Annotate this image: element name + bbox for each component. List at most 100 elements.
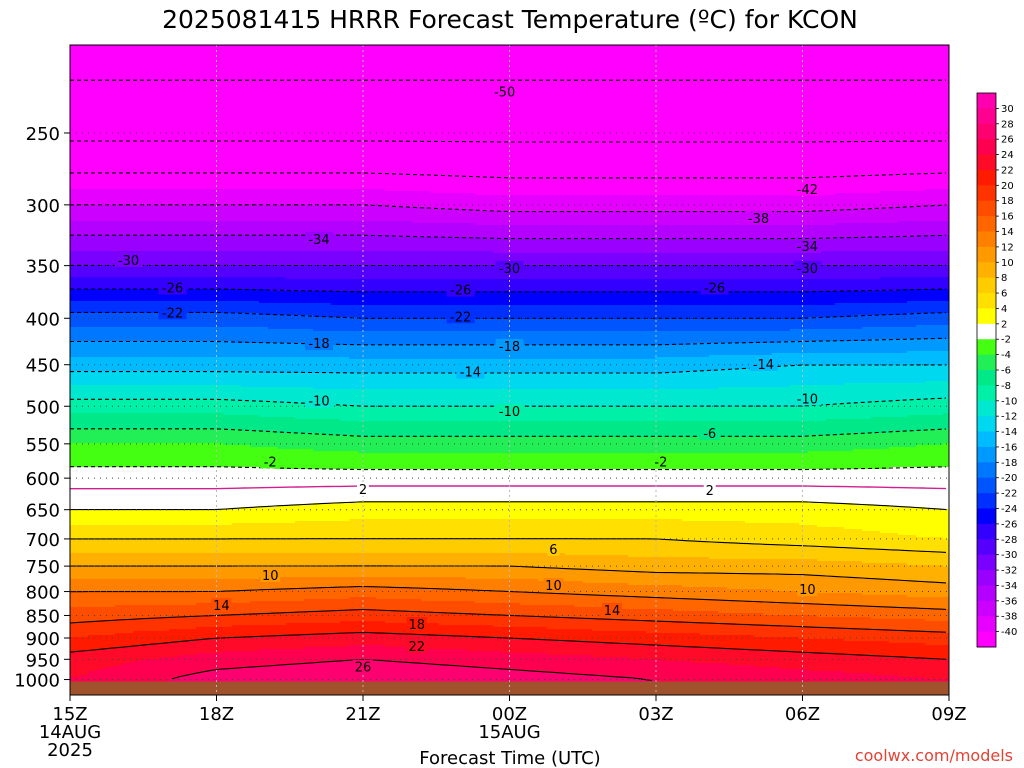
temperature-cell [916,597,926,610]
temperature-cell [682,371,692,390]
temperature-cell [817,291,827,306]
temperature-cell [790,291,800,306]
temperature-cell [349,539,359,554]
temperature-cell [781,501,791,524]
temperature-cell [259,625,269,638]
temperature-cell [682,305,692,320]
temperature-cell [862,563,872,580]
temperature-cell [385,501,395,520]
temperature-cell [169,443,179,468]
temperature-cell [268,373,278,388]
temperature-cell [115,341,125,358]
temperature-cell [232,509,242,524]
temperature-cell [718,319,728,332]
temperature-cell [808,559,818,576]
temperature-cell [322,405,332,420]
colorbar-label: -34 [1001,581,1017,592]
temperature-cell [430,623,440,636]
temperature-cell [196,277,206,290]
temperature-cell [520,331,530,346]
contour-label-bg [353,659,373,674]
temperature-cell [142,645,152,660]
temperature-cell [430,407,440,422]
temperature-cell [709,587,719,600]
temperature-cell [871,237,881,252]
temperature-cell [772,279,782,292]
contour-label: 14 [604,604,621,619]
temperature-cell [844,265,854,280]
temperature-cell [799,225,809,240]
temperature-cell [727,369,737,388]
temperature-cell [799,591,809,604]
temperature-cell [889,277,899,292]
temperature-cell [700,343,710,358]
temperature-cell [718,225,728,240]
temperature-cell [340,235,350,252]
temperature-cell [205,603,215,616]
temperature-cell [781,637,791,652]
temperature-cell [295,623,305,636]
temperature-cell [97,221,107,236]
temperature-cell [484,501,494,520]
temperature-cell [484,407,494,422]
temperature-cell [907,535,917,552]
temperature-cell [439,373,449,390]
temperature-cell [565,581,575,596]
temperature-cell [745,437,755,454]
temperature-cell [475,389,485,408]
colorbar-swatch [977,508,996,525]
temperature-cell [871,655,881,676]
temperature-cell [313,303,323,318]
temperature-cell [403,577,413,588]
temperature-cell [781,225,791,240]
temperature-cell [421,345,431,360]
temperature-cell [88,509,98,526]
temperature-cell [475,501,485,520]
temperature-cell [610,45,620,196]
temperature-cell [529,539,539,554]
colorbar-swatch [977,570,996,586]
temperature-cell [853,629,863,642]
temperature-cell [754,367,764,388]
temperature-cell [502,437,512,454]
temperature-cell [277,387,287,404]
temperature-cell [601,319,611,332]
temperature-cell [259,315,269,328]
freezing-layer [70,485,947,490]
temperature-cell [718,195,728,212]
colorbar-label: -14 [1001,427,1017,438]
temperature-cell [862,291,872,304]
temperature-cell [151,289,161,302]
temperature-cell [610,643,620,658]
temperature-cell [592,595,602,608]
temperature-cell [772,437,782,454]
temperature-cell [304,279,314,292]
temperature-cell [331,419,341,436]
temperature-cell [790,545,800,560]
colorbar-label: -26 [1001,519,1017,530]
temperature-cell [709,265,719,280]
temperature-cell [754,453,764,470]
temperature-cell [808,365,818,386]
temperature-cell [286,635,296,650]
temperature-cell [196,357,206,372]
temperature-cell [718,649,728,664]
temperature-cell [862,531,872,550]
temperature-cell [763,291,773,306]
temperature-cell [403,291,413,306]
temperature-cell [241,637,251,652]
temperature-cell [781,365,791,388]
temperature-cell [403,519,413,540]
temperature-cell [349,305,359,318]
temperature-cell [142,235,152,252]
temperature-cell [664,609,674,622]
temperature-cell [322,317,332,332]
temperature-cell [196,385,206,400]
temperature-cell [115,289,125,302]
temperature-cell [763,625,773,638]
temperature-cell [304,357,314,374]
temperature-cell [421,663,431,695]
temperature-cell [115,235,125,252]
temperature-cell [376,501,386,520]
temperature-cell [889,447,899,468]
